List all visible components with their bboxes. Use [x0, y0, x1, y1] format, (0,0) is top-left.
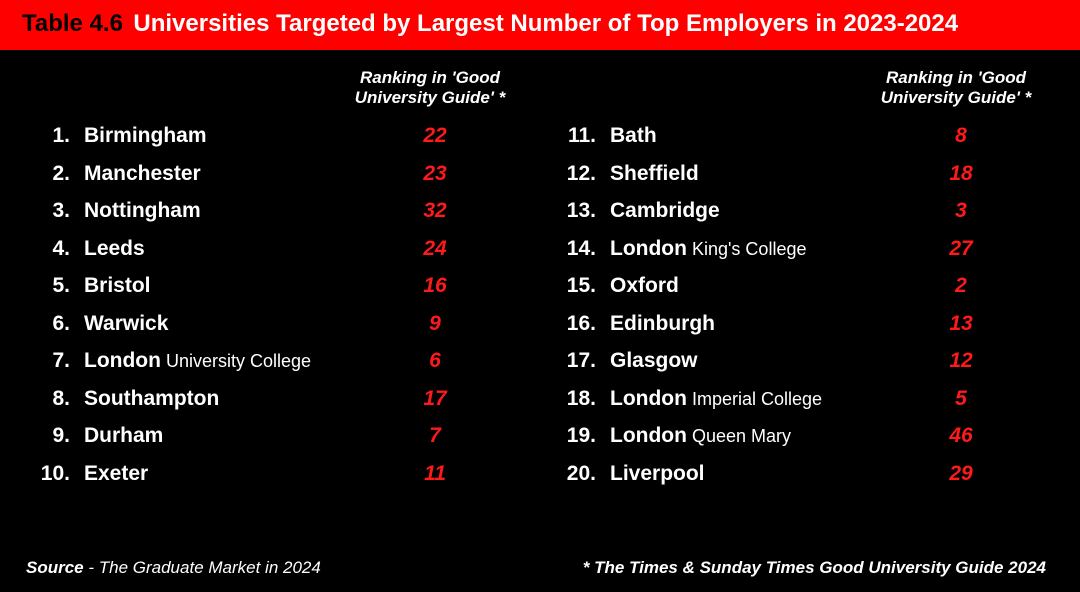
guide-ranking-cell: 46 [876, 424, 1046, 448]
table-row: 11.Bath8 [560, 124, 1046, 162]
table-row: 10.Exeter11 [34, 462, 520, 500]
university-cell: London University College [78, 349, 350, 373]
guide-ranking-cell: 27 [876, 237, 1046, 261]
guide-ranking-cell: 2 [876, 274, 1046, 298]
guide-ranking-cell: 11 [350, 462, 520, 486]
table-row: 5.Bristol16 [34, 274, 520, 312]
university-cell: Edinburgh [604, 312, 876, 336]
rank-cell: 17. [560, 349, 604, 373]
guide-ranking-cell: 12 [876, 349, 1046, 373]
table-row: 3.Nottingham32 [34, 199, 520, 237]
rank-cell: 2. [34, 162, 78, 186]
rank-cell: 20. [560, 462, 604, 486]
rank-cell: 15. [560, 274, 604, 298]
right-rows: 11.Bath812.Sheffield1813.Cambridge314.Lo… [560, 124, 1046, 499]
guide-ranking-cell: 3 [876, 199, 1046, 223]
table-row: 8.Southampton17 [34, 387, 520, 425]
rank-cell: 10. [34, 462, 78, 486]
university-cell: Birmingham [78, 124, 350, 148]
table-row: 13.Cambridge3 [560, 199, 1046, 237]
university-cell: Cambridge [604, 199, 876, 223]
guide-ranking-cell: 17 [350, 387, 520, 411]
university-cell: Warwick [78, 312, 350, 336]
guide-ranking-cell: 18 [876, 162, 1046, 186]
rank-cell: 12. [560, 162, 604, 186]
source-label: Source [26, 558, 84, 577]
right-column-header: Ranking in 'Good University Guide' * [866, 68, 1046, 109]
university-subtext: University College [161, 351, 311, 371]
table-row: 19.London Queen Mary46 [560, 424, 1046, 462]
university-cell: London Imperial College [604, 387, 876, 411]
guide-ranking-cell: 6 [350, 349, 520, 373]
university-subtext: King's College [687, 239, 807, 259]
guide-ranking-cell: 23 [350, 162, 520, 186]
university-cell: Sheffield [604, 162, 876, 186]
university-cell: Liverpool [604, 462, 876, 486]
university-cell: Durham [78, 424, 350, 448]
rank-cell: 3. [34, 199, 78, 223]
university-cell: Southampton [78, 387, 350, 411]
rank-cell: 6. [34, 312, 78, 336]
rank-cell: 4. [34, 237, 78, 261]
university-cell: Exeter [78, 462, 350, 486]
table-content: Ranking in 'Good University Guide' * 1.B… [0, 50, 1080, 499]
guide-ranking-cell: 8 [876, 124, 1046, 148]
guide-ranking-cell: 24 [350, 237, 520, 261]
table-row: 14.London King's College27 [560, 237, 1046, 275]
university-subtext: Queen Mary [687, 426, 791, 446]
guide-ranking-cell: 22 [350, 124, 520, 148]
rank-cell: 1. [34, 124, 78, 148]
table-row: 15.Oxford2 [560, 274, 1046, 312]
guide-ranking-cell: 9 [350, 312, 520, 336]
guide-ranking-cell: 13 [876, 312, 1046, 336]
university-cell: Bath [604, 124, 876, 148]
rank-cell: 7. [34, 349, 78, 373]
rank-cell: 5. [34, 274, 78, 298]
university-cell: Oxford [604, 274, 876, 298]
left-column: Ranking in 'Good University Guide' * 1.B… [34, 68, 520, 499]
university-cell: Bristol [78, 274, 350, 298]
table-row: 7.London University College6 [34, 349, 520, 387]
table-header: Table 4.6 Universities Targeted by Large… [0, 0, 1080, 50]
guide-ranking-cell: 5 [876, 387, 1046, 411]
rank-cell: 9. [34, 424, 78, 448]
table-footer: Source - The Graduate Market in 2024 * T… [26, 558, 1046, 578]
footnote: * The Times & Sunday Times Good Universi… [583, 558, 1046, 578]
university-cell: London King's College [604, 237, 876, 261]
table-number: Table 4.6 [22, 10, 123, 37]
table-row: 20.Liverpool29 [560, 462, 1046, 500]
guide-ranking-cell: 7 [350, 424, 520, 448]
table-row: 2.Manchester23 [34, 162, 520, 200]
table-row: 4.Leeds24 [34, 237, 520, 275]
table-row: 17.Glasgow12 [560, 349, 1046, 387]
rank-cell: 16. [560, 312, 604, 336]
rank-cell: 18. [560, 387, 604, 411]
guide-ranking-cell: 29 [876, 462, 1046, 486]
rank-cell: 19. [560, 424, 604, 448]
table-row: 9.Durham7 [34, 424, 520, 462]
left-rows: 1.Birmingham222.Manchester233.Nottingham… [34, 124, 520, 499]
table-row: 12.Sheffield18 [560, 162, 1046, 200]
table-title: Universities Targeted by Largest Number … [133, 10, 958, 37]
source-value: - The Graduate Market in 2024 [84, 558, 321, 577]
university-cell: London Queen Mary [604, 424, 876, 448]
left-column-header: Ranking in 'Good University Guide' * [340, 68, 520, 109]
university-subtext: Imperial College [687, 389, 822, 409]
rank-cell: 14. [560, 237, 604, 261]
university-cell: Nottingham [78, 199, 350, 223]
university-cell: Leeds [78, 237, 350, 261]
right-column: Ranking in 'Good University Guide' * 11.… [560, 68, 1046, 499]
table-row: 1.Birmingham22 [34, 124, 520, 162]
source-text: Source - The Graduate Market in 2024 [26, 558, 321, 578]
table-row: 16.Edinburgh13 [560, 312, 1046, 350]
university-cell: Glasgow [604, 349, 876, 373]
university-cell: Manchester [78, 162, 350, 186]
table-row: 6.Warwick9 [34, 312, 520, 350]
guide-ranking-cell: 32 [350, 199, 520, 223]
guide-ranking-cell: 16 [350, 274, 520, 298]
rank-cell: 11. [560, 124, 604, 148]
table-row: 18.London Imperial College5 [560, 387, 1046, 425]
rank-cell: 13. [560, 199, 604, 223]
rank-cell: 8. [34, 387, 78, 411]
